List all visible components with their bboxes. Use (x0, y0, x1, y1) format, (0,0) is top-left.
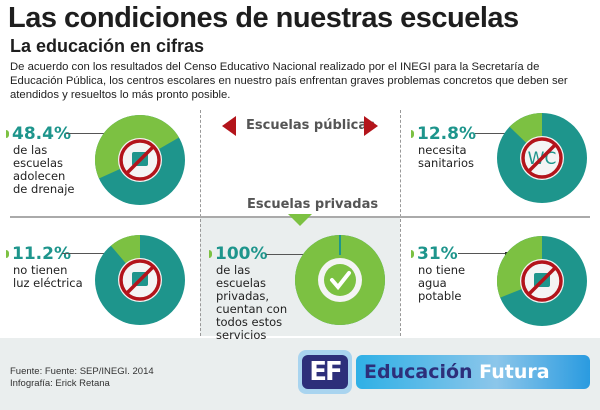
prohibited-icon (521, 260, 563, 302)
footer-credits: Fuente: Fuente: SEP/INEGI. 2014 Infograf… (10, 366, 154, 390)
prohibited-icon (119, 139, 161, 181)
stat-desc: sanitarios (418, 156, 475, 170)
stat-desc: escuelas (216, 276, 266, 290)
credit-text: Infografía: Erick Retana (10, 378, 110, 389)
stat-electricity: 11.2% no tienen luz eléctrica (6, 244, 83, 290)
stat-desc: potable (418, 289, 462, 303)
logo-name-1: Educación (364, 361, 473, 383)
stat-desc: privadas, (216, 289, 270, 303)
stat-desc: servicios (216, 328, 267, 342)
stat-desc: de las (216, 263, 251, 277)
intro-paragraph: De acuerdo con los resultados del Censo … (10, 61, 568, 101)
stat-desc: adolecen (13, 169, 66, 183)
stat-desc: de drenaje (13, 182, 75, 196)
stat-sanitation: 12.8% necesita sanitarios (411, 124, 476, 170)
stat-desc: luz eléctrica (13, 276, 83, 290)
arrow-right-icon (364, 116, 378, 136)
stat-water: 31% no tiene agua potable (411, 244, 465, 303)
page-title: Las condiciones de nuestras escuelas (8, 2, 519, 34)
stat-percent: 11.2% (6, 244, 83, 264)
stat-percent: 12.8% (411, 124, 476, 144)
divider (200, 110, 201, 336)
prohibited-slash (527, 143, 557, 173)
prohibited-icon (521, 137, 563, 179)
logo-wordmark: Educación Futura (356, 355, 590, 389)
stat-drainage: 48.4% de las escuelas adolecen de drenaje (6, 124, 75, 196)
logo-name-2: Futura (479, 361, 550, 383)
source-text: Fuente: Fuente: SEP/INEGI. 2014 (10, 366, 154, 377)
stat-private: 100% de las escuelas privadas, cuentan con t… (209, 244, 287, 342)
check-icon (324, 264, 356, 296)
logo-mark: EF (302, 355, 348, 389)
arrow-left-icon (222, 116, 236, 136)
stat-desc: escuelas (13, 156, 63, 170)
prohibited-icon (119, 259, 161, 301)
stat-desc: agua (418, 276, 447, 290)
page-subtitle: La educación en cifras (10, 36, 205, 56)
prohibited-slash (527, 266, 557, 296)
section-private: Escuelas privadas (247, 197, 379, 212)
stat-desc: todos estos (216, 315, 283, 329)
section-public: Escuelas públicas (246, 118, 375, 133)
stat-desc: de las (13, 143, 48, 157)
check-icon-mark (330, 271, 351, 291)
stat-desc: no tienen (13, 263, 68, 277)
stat-percent: 100% (209, 244, 287, 264)
stat-desc: cuentan con (216, 302, 288, 316)
stat-desc: no tiene (418, 263, 466, 277)
prohibited-slash (125, 265, 155, 295)
stat-percent: 48.4% (6, 124, 75, 144)
arrow-down-icon (288, 214, 312, 226)
stat-percent: 31% (411, 244, 465, 264)
stat-desc: necesita (418, 143, 467, 157)
divider (400, 110, 401, 336)
prohibited-slash (125, 145, 155, 175)
